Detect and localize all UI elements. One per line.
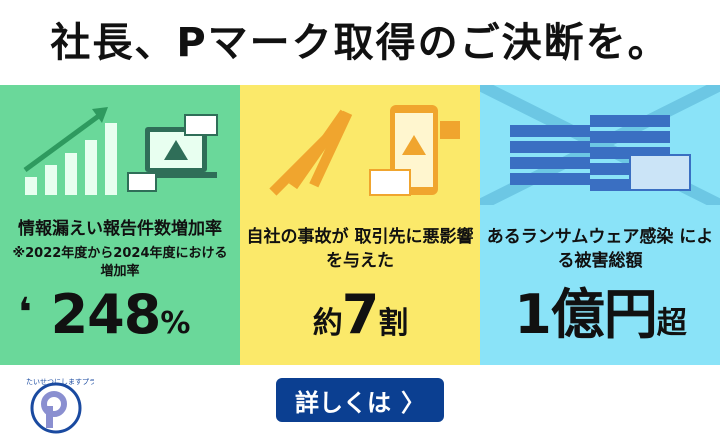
stat-panel-ransomware-damage: あるランサムウェア感染 による被害総額 1億円超	[480, 85, 720, 365]
value-prefix: 約	[312, 306, 343, 341]
value-number: 7	[341, 283, 380, 346]
dominoes-phone-illustration	[269, 105, 460, 196]
panel-value: 1億円超	[480, 280, 720, 359]
value-unit: %	[160, 306, 190, 341]
panel-value: 248%	[0, 280, 240, 359]
bar-chart-laptop-illustration	[23, 107, 218, 195]
panel-heading: あるランサムウェア感染 による被害総額	[486, 227, 714, 271]
logo-text: たいせつにしますプライバシー	[26, 378, 94, 386]
value-unit: 超	[656, 306, 687, 341]
details-button-label: 詳しくは	[295, 388, 391, 417]
panel-heading: 情報漏えい報告件数増加率	[18, 219, 222, 239]
stat-panel-leak-rate: 情報漏えい報告件数増加率 ※2022年度から2024年度における増加率 ❛ 24…	[0, 85, 240, 365]
chevron-right-icon: 〉	[401, 388, 425, 417]
panel-note: ※2022年度から2024年度における増加率	[12, 246, 228, 279]
panel-value: 約7割	[240, 280, 480, 359]
cash-stack-illustration	[480, 85, 720, 205]
details-button[interactable]: 詳しくは 〉	[276, 378, 444, 422]
value-number: 248	[50, 283, 162, 346]
stat-panel-business-impact: 自社の事故が 取引先に悪影響を与えた 約7割	[240, 85, 480, 365]
privacy-mark-logo: たいせつにしますプライバシー	[26, 378, 94, 434]
headline: 社長、Pマーク取得のご決断を。	[50, 20, 670, 66]
panel-heading: 自社の事故が 取引先に悪影響を与えた	[246, 227, 474, 271]
value-number: 1億円	[514, 283, 658, 346]
value-unit: 割	[378, 306, 408, 341]
accent-mark: ❛	[18, 290, 32, 336]
